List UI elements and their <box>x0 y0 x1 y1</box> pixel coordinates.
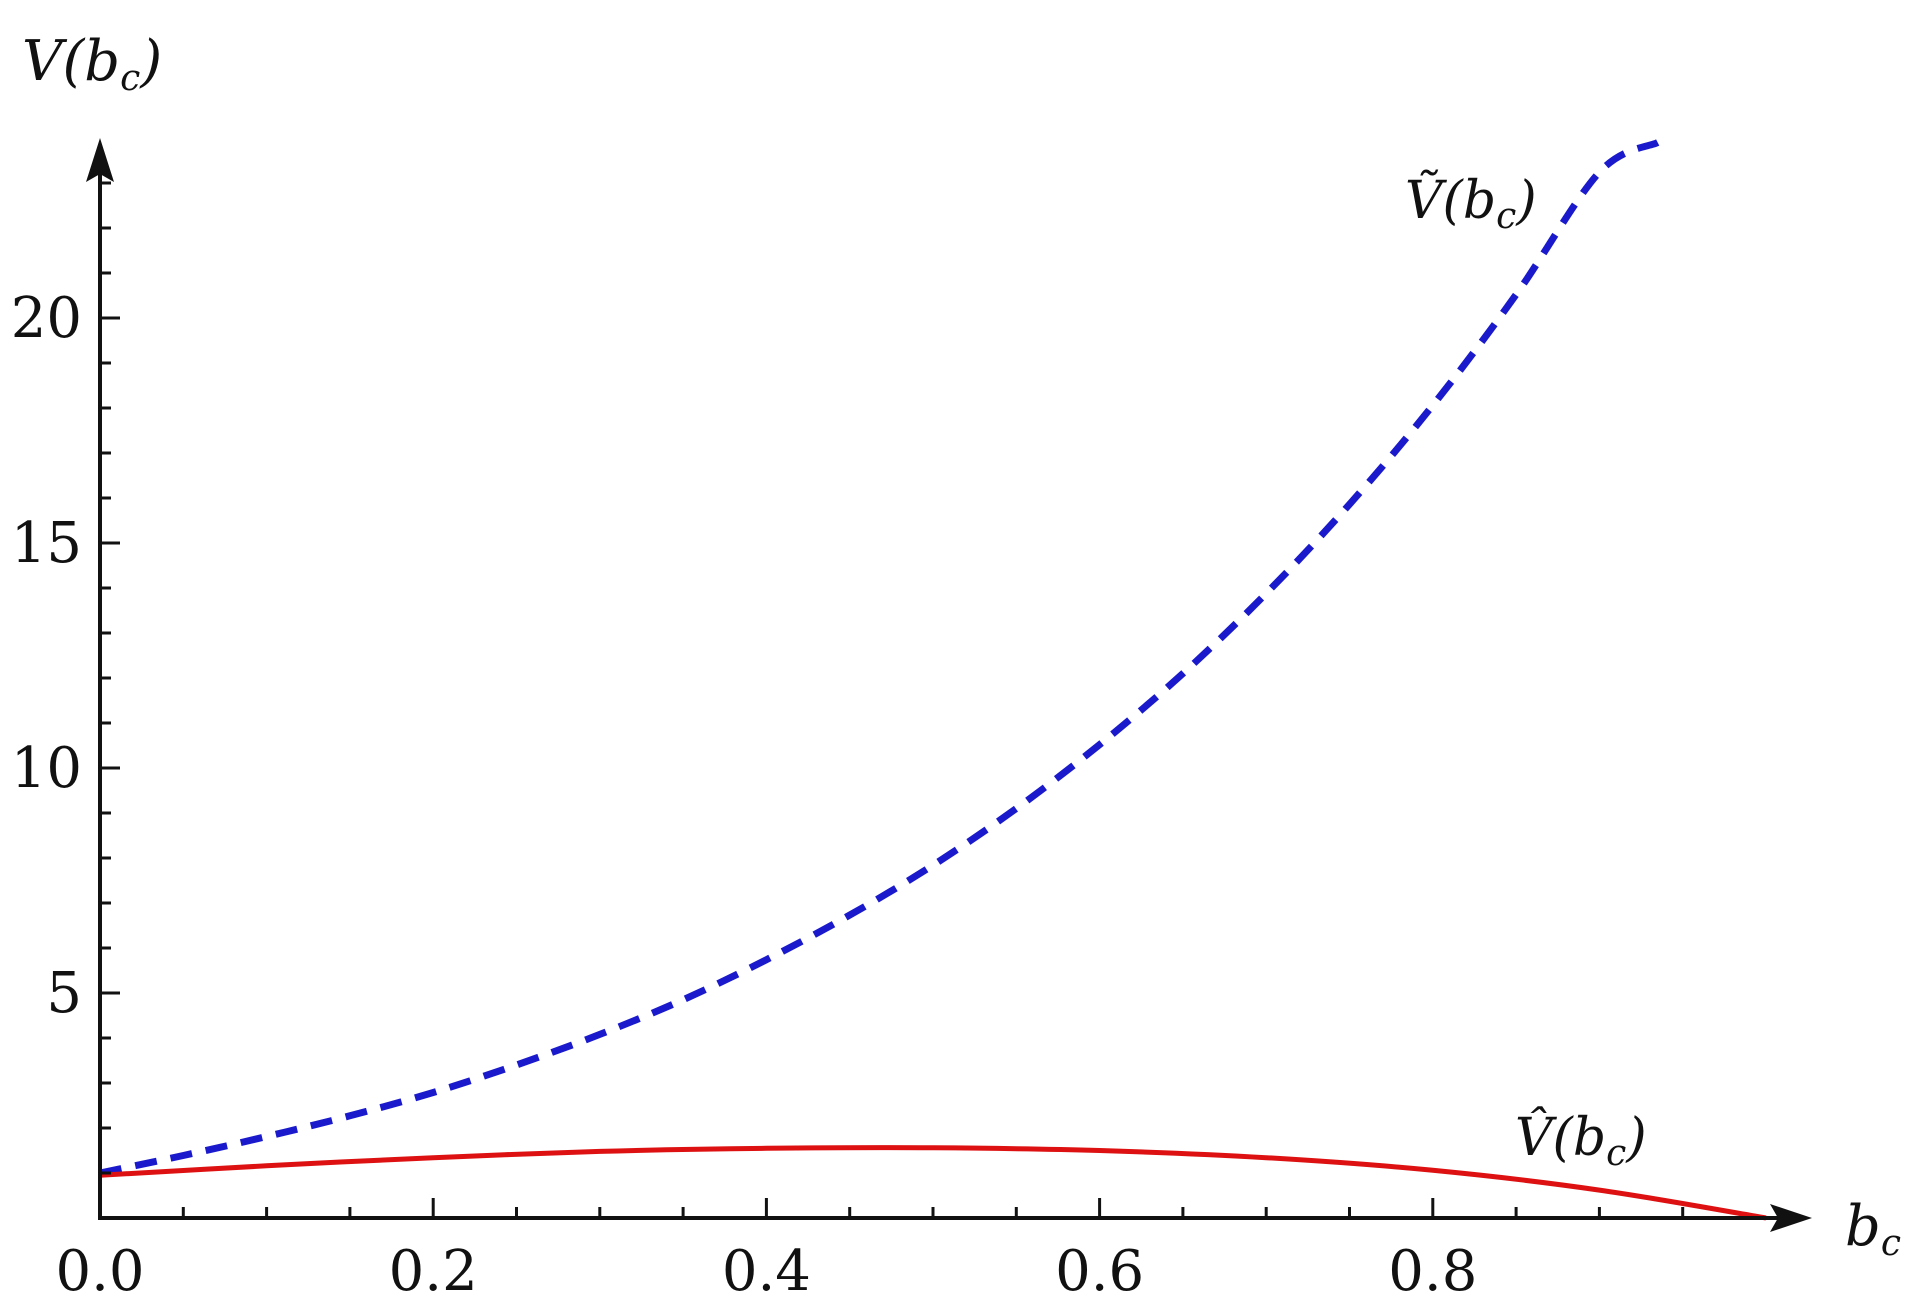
y-tick-label: 5 <box>46 961 82 1026</box>
x-tick-label: 0.6 <box>1055 1239 1144 1304</box>
y-axis-arrowhead <box>86 138 114 182</box>
x-tick-label: 0.2 <box>389 1239 478 1304</box>
series-layer <box>99 139 1767 1221</box>
x-tick-label: 0.0 <box>55 1239 144 1304</box>
series-label-tilde-v: Ṽ(bc) <box>1405 170 1537 237</box>
y-tick-label: 15 <box>11 511 82 576</box>
x-axis-arrowhead <box>1770 1204 1812 1232</box>
x-tick-label: 0.8 <box>1388 1239 1477 1304</box>
series-tilde-v-line <box>99 139 1660 1177</box>
series-label-hat-v: V̂(bc) <box>1515 1107 1647 1174</box>
tick-labels-layer: 0.0 0.2 0.4 0.6 0.8 5 10 15 20 <box>11 286 1478 1304</box>
y-axis-label: V(bc) <box>22 29 162 99</box>
series-hat-v-line <box>99 1145 1767 1221</box>
x-tick-label: 0.4 <box>722 1239 811 1304</box>
x-axis-label: bc <box>1845 1194 1901 1264</box>
y-tick-label: 10 <box>11 736 82 801</box>
y-tick-label: 20 <box>11 286 82 351</box>
ticks-layer <box>100 181 1685 1218</box>
